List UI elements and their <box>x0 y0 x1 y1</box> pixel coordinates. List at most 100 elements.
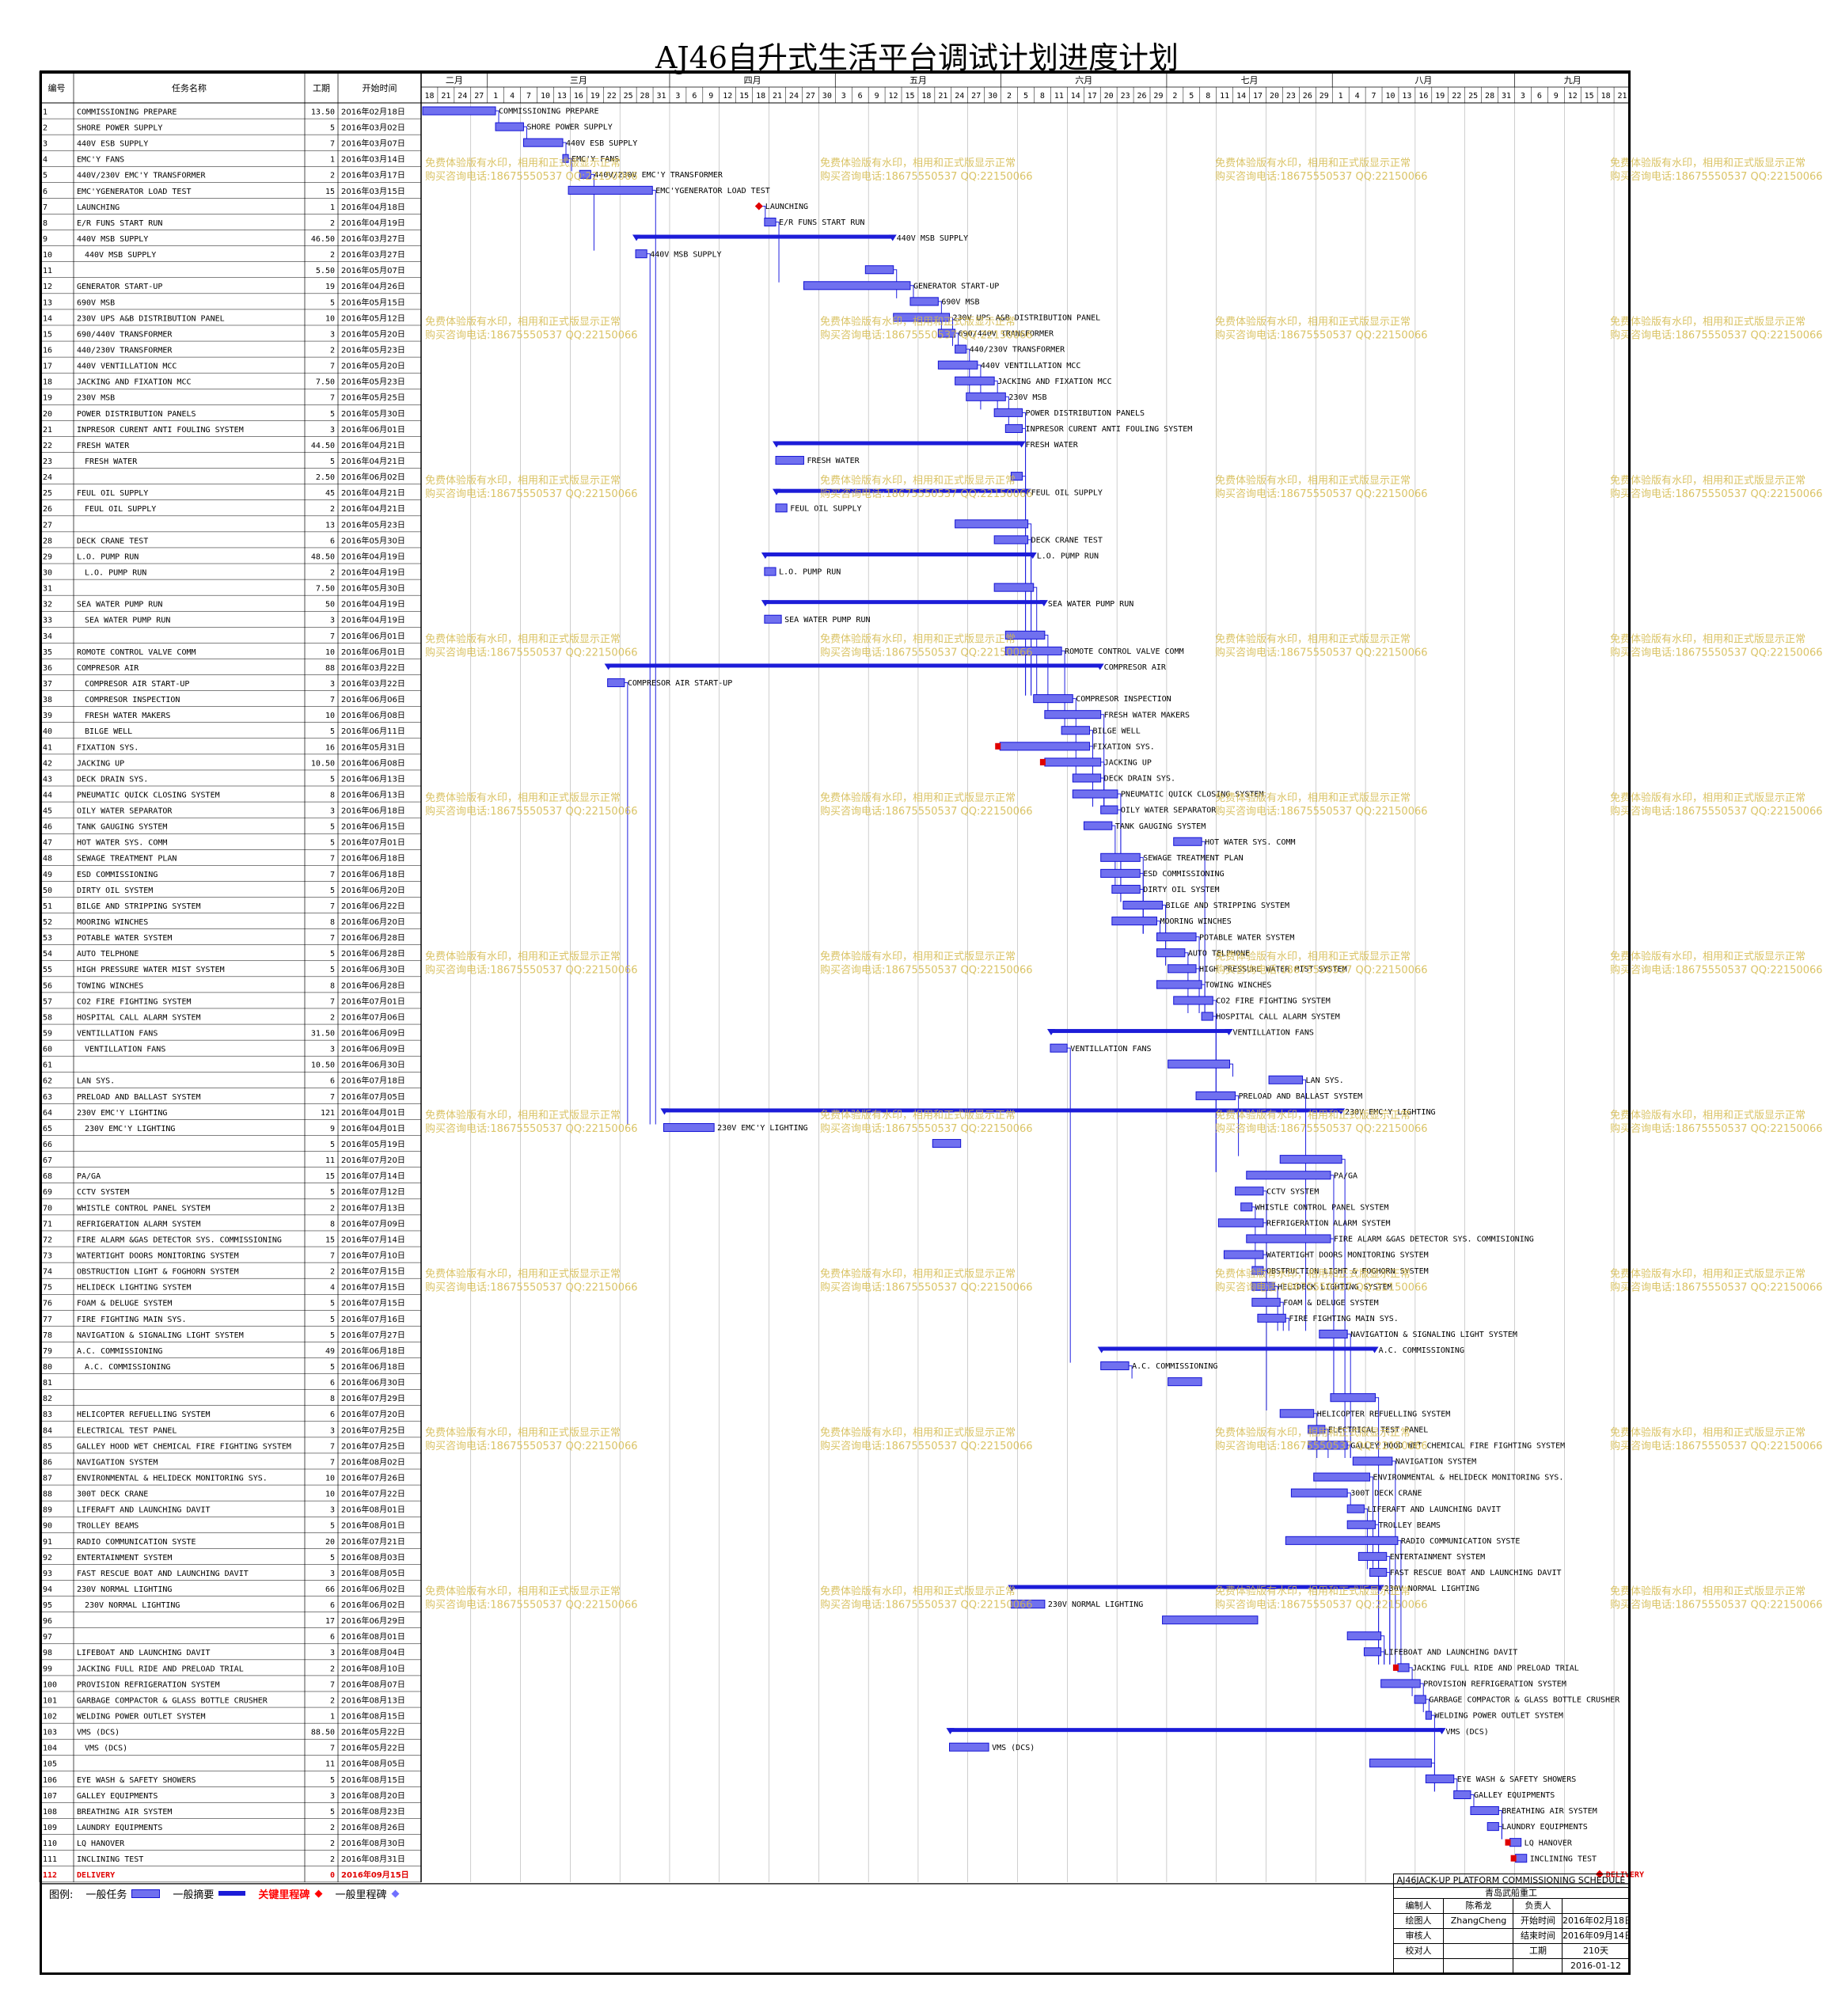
legend-task-swatch <box>131 1889 161 1898</box>
row-name: PROVISION REFRIGERATION SYSTEM <box>77 1680 220 1689</box>
row-start: 2016年08月23日 <box>341 1806 405 1817</box>
row-name: E/R FUNS START RUN <box>77 219 162 228</box>
summary-bar <box>764 600 1045 605</box>
dependency-link <box>1453 1778 1458 1792</box>
row-name: LIFEBOAT AND LAUNCHING DAVIT <box>77 1649 211 1657</box>
row-name: POWER DISTRIBUTION PANELS <box>77 410 196 419</box>
summary-start-cap <box>660 1108 669 1115</box>
row-id: 19 <box>43 394 52 403</box>
task-bar <box>803 281 911 290</box>
row-duration: 3 <box>330 1426 335 1435</box>
bar-label: E/R FUNS START RUN <box>779 218 864 227</box>
bar-label: VMS (DCS) <box>1446 1728 1489 1737</box>
row-start: 2016年05月23日 <box>341 345 405 355</box>
info-cell: 审核人 <box>1405 1931 1432 1941</box>
day-label: 6 <box>692 92 697 101</box>
watermark-line: 免费体验版有水印，相用和正式版显示正常 <box>1215 1109 1411 1122</box>
row-start: 2016年07月22日 <box>341 1489 405 1499</box>
task-bar <box>663 1122 715 1133</box>
critical-marker <box>1039 758 1046 765</box>
row-name: SEWAGE TREATMENT PLAN <box>77 855 177 864</box>
watermark-line: 购买咨询电话:18675550537 QQ:22150066 <box>1610 1122 1823 1135</box>
row-duration: 8 <box>330 1220 335 1228</box>
row-id: 58 <box>43 1013 52 1022</box>
bar-label: HELICOPTER REFUELLING SYSTEM <box>1317 1410 1451 1418</box>
month-label: 二月 <box>446 75 463 85</box>
bar-label: WELDING POWER OUTLET SYSTEM <box>1434 1712 1563 1721</box>
row-id: 91 <box>43 1538 52 1547</box>
row-start: 2016年06月20日 <box>341 885 405 895</box>
row-id: 42 <box>43 759 52 768</box>
watermark-line: 购买咨询电话:18675550537 QQ:22150066 <box>425 329 638 342</box>
row-start: 2016年06月29日 <box>341 1615 405 1626</box>
watermark-line: 免费体验版有水印，相用和正式版显示正常 <box>820 1426 1016 1439</box>
row-id: 65 <box>43 1125 52 1133</box>
row-duration: 7 <box>330 696 335 704</box>
dependency-link <box>776 222 780 283</box>
month-label: 四月 <box>744 75 761 85</box>
row-start: 2016年04月19日 <box>341 218 405 228</box>
row-start: 2016年06月18日 <box>341 853 405 864</box>
row-name: 300T DECK CRANE <box>77 1490 148 1499</box>
row-id: 37 <box>43 680 52 689</box>
summary-end-cap <box>1376 1585 1384 1592</box>
row-duration: 88.50 <box>311 1729 335 1737</box>
bar-label: PNEUMATIC QUICK CLOSING SYSTEM <box>1121 791 1264 799</box>
watermark-line: 免费体验版有水印，相用和正式版显示正常 <box>425 1268 621 1281</box>
task-bar <box>1004 423 1023 433</box>
row-start: 2016年05月22日 <box>341 1743 405 1753</box>
bar-label: PA/GA <box>1334 1171 1357 1180</box>
row-duration: 48.50 <box>311 552 335 561</box>
bar-label: GARBAGE COMPACTOR & GLASS BOTTLE CRUSHER <box>1429 1696 1620 1705</box>
day-label: 20 <box>1270 92 1279 101</box>
row-start: 2016年06月18日 <box>341 869 405 879</box>
watermark-line: 免费体验版有水印，相用和正式版显示正常 <box>425 792 621 804</box>
row-id: 27 <box>43 521 52 530</box>
row-name: HELICOPTER REFUELLING SYSTEM <box>77 1410 211 1419</box>
summary-end-cap <box>1095 663 1104 670</box>
info-cell <box>1562 1899 1629 1913</box>
dependency-link <box>1235 1095 1240 1156</box>
row-name: ESD COMMISSIONING <box>77 871 158 879</box>
row-id: 31 <box>43 585 52 594</box>
task-bar <box>966 392 1006 401</box>
row-duration: 13.50 <box>311 108 335 116</box>
bar-label: PRELOAD AND BALLAST SYSTEM <box>1239 1092 1363 1101</box>
dependency-link <box>1364 1508 1368 1570</box>
row-start: 2016年06月08日 <box>341 710 405 720</box>
month-label: 六月 <box>1075 75 1092 85</box>
bar-label: DECK CRANE TEST <box>1031 537 1103 545</box>
task-bar <box>1470 1805 1499 1816</box>
row-start: 2016年05月30日 <box>341 408 405 419</box>
row-id: 8 <box>43 219 47 228</box>
row-start: 2016年07月20日 <box>341 1409 405 1419</box>
row-name: POTABLE WATER SYSTEM <box>77 934 172 943</box>
row-name: OBSTRUCTION LIGHT & FOGHORN SYSTEM <box>77 1268 239 1277</box>
row-duration: 44.50 <box>311 442 335 450</box>
watermark-line: 免费体验版有水印，相用和正式版显示正常 <box>1610 1109 1806 1122</box>
row-name: FAST RESCUE BOAT AND LAUNCHING DAVIT <box>77 1570 249 1578</box>
row-duration: 49 <box>325 1347 335 1356</box>
row-id: 85 <box>43 1442 52 1451</box>
task-bar <box>1061 726 1091 735</box>
row-start: 2016年05月12日 <box>341 313 405 323</box>
task-bar <box>1010 472 1023 481</box>
month-label: 八月 <box>1414 75 1432 85</box>
dependency-link <box>1302 1079 1307 1331</box>
row-id: 100 <box>43 1680 57 1689</box>
row-id: 6 <box>43 188 47 196</box>
row-duration: 5 <box>330 1188 335 1197</box>
watermark-line: 购买咨询电话:18675550537 QQ:22150066 <box>425 1440 638 1452</box>
bar-label: VENTILLATION FANS <box>1233 1029 1314 1038</box>
row-duration: 10.50 <box>311 1061 335 1070</box>
row-name: WHISTLE CONTROL PANEL SYSTEM <box>77 1204 211 1213</box>
day-label: 12 <box>723 92 732 101</box>
row-id: 96 <box>43 1617 52 1626</box>
legend: 图例: 一般任务 一般摘要 关键里程碑 ◆ 一般里程碑 ◆ <box>49 1884 399 1903</box>
row-duration: 7 <box>330 1745 335 1753</box>
row-duration: 15 <box>325 1172 335 1181</box>
row-name: NAVIGATION SYSTEM <box>77 1458 158 1467</box>
row-name: COMPRESOR AIR <box>77 664 139 673</box>
day-label: 22 <box>607 92 617 101</box>
task-bar <box>993 408 1023 417</box>
